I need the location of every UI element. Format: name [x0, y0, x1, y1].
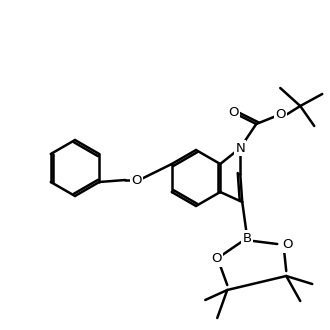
Text: O: O	[282, 239, 292, 251]
Text: N: N	[235, 142, 245, 154]
Text: O: O	[211, 252, 221, 266]
Text: O: O	[275, 108, 285, 120]
Text: O: O	[131, 174, 142, 186]
Text: O: O	[228, 106, 239, 118]
Text: B: B	[243, 232, 252, 245]
